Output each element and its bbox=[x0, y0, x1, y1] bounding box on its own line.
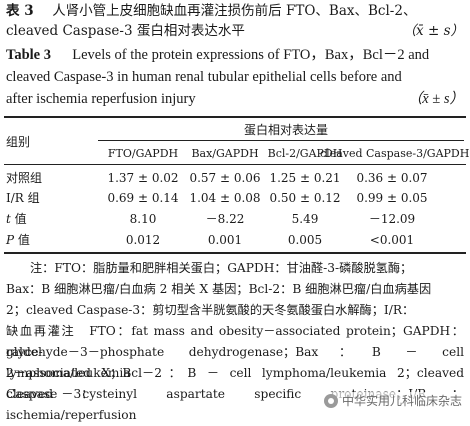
caption-cn-title-line2: cleaved Caspase-3 蛋白相对表达水平 bbox=[6, 23, 245, 39]
column-header: cleaved Caspase-3/GAPDH bbox=[320, 147, 470, 160]
caption-cn: 表 3 人肾小管上皮细胞缺血再灌注损伤前后 FTO、Bax、Bcl-2、 bbox=[6, 2, 464, 21]
caption-en-row3: after ischemia reperfusion injury （x̄ ± … bbox=[6, 89, 464, 109]
table-cell: 0.69 ± 0.14 bbox=[107, 191, 179, 205]
note-line: raldehyde－3－phosphate dehydrogenase；Bax：… bbox=[6, 345, 464, 380]
table-cell: <0.001 bbox=[369, 233, 415, 247]
table-cell: 0.36 ± 0.07 bbox=[356, 171, 428, 185]
watermark: 中华实用儿科临床杂志 bbox=[321, 392, 464, 409]
table-cell: 0.001 bbox=[207, 233, 243, 247]
row-label-rest: 值 bbox=[14, 233, 30, 247]
row-label: t 值 bbox=[6, 211, 27, 227]
row-label-rest: 值 bbox=[10, 212, 27, 226]
caption-en-line2: cleaved Caspase-3 in human renal tubular… bbox=[6, 69, 402, 85]
table-figure: 表 3 人肾小管上皮细胞缺血再灌注损伤前后 FTO、Bax、Bcl-2、 cle… bbox=[4, 2, 470, 422]
caption-en-label: Table 3 bbox=[6, 47, 51, 63]
note-line: 缺血再灌注 FTO：fat mass and obesity－associate… bbox=[6, 324, 464, 359]
row-label-italic: t bbox=[6, 212, 11, 226]
caption-cn-stat: （x̄ ± s） bbox=[402, 23, 464, 39]
header-span: 蛋白相对表达量 bbox=[243, 123, 328, 137]
watermark-text: 中华实用儿科临床杂志 bbox=[341, 394, 462, 408]
column-header: FTO/GAPDH bbox=[107, 147, 179, 160]
header-group: 组别 bbox=[6, 135, 31, 149]
row-label-italic: P bbox=[6, 233, 15, 247]
table-bottom-rule bbox=[4, 252, 466, 254]
table-cell: －8.22 bbox=[205, 212, 245, 226]
table-cell: 1.37 ± 0.02 bbox=[107, 171, 179, 185]
row-label: P 值 bbox=[6, 232, 30, 248]
table-cell: 1.04 ± 0.08 bbox=[189, 191, 261, 205]
caption-cn-line2: cleaved Caspase-3 蛋白相对表达水平 （x̄ ± s） bbox=[6, 22, 464, 41]
caption-en-line3: after ischemia reperfusion injury bbox=[6, 91, 196, 107]
table-cell: 0.005 bbox=[287, 233, 323, 247]
caption-cn-label: 表 3 bbox=[6, 3, 34, 19]
table-cell: 0.99 ± 0.05 bbox=[356, 191, 428, 205]
table-cell: 5.49 bbox=[291, 212, 319, 226]
table-cell: 0.57 ± 0.06 bbox=[189, 171, 261, 185]
row-label: 对照组 bbox=[6, 171, 43, 185]
note-line: Bax：B 细胞淋巴瘤/白血病 2 相关 X 基因；Bcl-2：B 细胞淋巴瘤/… bbox=[6, 282, 432, 296]
wechat-icon bbox=[323, 393, 338, 408]
table-cell: －12.09 bbox=[368, 212, 416, 226]
table-cell: 0.50 ± 0.12 bbox=[269, 191, 341, 205]
table-cell: 0.012 bbox=[125, 233, 161, 247]
column-header: Bcl-2/GAPDH bbox=[267, 147, 343, 160]
header-bottom-rule bbox=[4, 164, 466, 165]
row-label: I/R 组 bbox=[6, 191, 40, 205]
note-line: 2；cleaved Caspase-3：剪切型含半胱氨酸的天冬氨酸蛋白水解酶；I… bbox=[6, 303, 415, 317]
header-span-rule bbox=[98, 140, 464, 141]
table-cell: 8.10 bbox=[129, 212, 157, 226]
caption-en-stat: （x̄ ± s） bbox=[407, 91, 464, 107]
caption-en-row2: cleaved Caspase-3 in human renal tubular… bbox=[6, 67, 464, 87]
note-line: 2－associated X；Bcl－2：B － cell lymphoma/l… bbox=[6, 366, 464, 401]
caption-en-line1: Levels of the protein expressions of FTO… bbox=[72, 47, 430, 63]
note-line: 注：FTO：脂肪量和肥胖相关蛋白；GAPDH：甘油醛-3-磷酸脱氢酶； bbox=[30, 261, 413, 275]
table-cell: 1.25 ± 0.21 bbox=[269, 171, 341, 185]
column-header: Bax/GAPDH bbox=[191, 147, 259, 160]
table-top-rule bbox=[4, 116, 466, 118]
caption-en: Table 3 Levels of the protein expression… bbox=[6, 45, 464, 65]
caption-cn-title-line1: 人肾小管上皮细胞缺血再灌注损伤前后 FTO、Bax、Bcl-2、 bbox=[52, 3, 417, 19]
